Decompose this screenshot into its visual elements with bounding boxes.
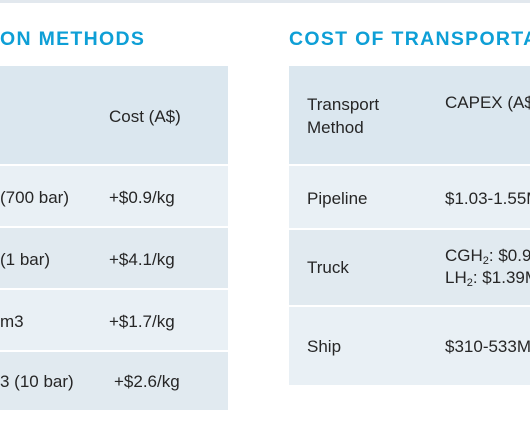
- method-cell: Truck: [307, 258, 349, 277]
- table-header-row: Cost (A$): [0, 66, 228, 164]
- transport-cost-table: Transport Method CAPEX (A$ Pipeline $1.0…: [289, 66, 530, 385]
- section-heading-left: ON METHODS: [0, 28, 146, 50]
- method-cell: 3 (10 bar): [0, 372, 74, 391]
- capex-cell: $1.03-1.55M: [445, 189, 530, 208]
- table-row: (1 bar) +$4.1/kg: [0, 228, 228, 288]
- cost-cell: +$0.9/kg: [109, 188, 175, 207]
- method-cell: (1 bar): [0, 250, 51, 269]
- table-header-row: Transport Method CAPEX (A$: [289, 66, 530, 164]
- top-divider: [0, 0, 530, 3]
- conversion-methods-table: Cost (A$) (700 bar) +$0.9/kg (1 bar) +$4…: [0, 66, 228, 410]
- cost-cell: +$4.1/kg: [109, 250, 175, 269]
- table-row: Ship $310-533M: [289, 307, 530, 385]
- header-capex: CAPEX (A$: [445, 93, 530, 112]
- capex-cell-line1: CGH2: $0.96: [445, 246, 530, 267]
- table-row: Truck CGH2: $0.96 LH2: $1.39M: [289, 230, 530, 305]
- cost-cell: +$2.6/kg: [114, 372, 180, 391]
- table-row: (700 bar) +$0.9/kg: [0, 166, 228, 226]
- header-method: Transport Method: [307, 95, 380, 137]
- method-cell: (700 bar): [0, 188, 69, 207]
- capex-cell-line2: LH2: $1.39M: [445, 268, 530, 289]
- cost-cell: +$1.7/kg: [109, 312, 175, 331]
- table-row: m3 +$1.7/kg: [0, 290, 228, 350]
- header-cost: Cost (A$): [109, 107, 181, 126]
- table-row: Pipeline $1.03-1.55M: [289, 166, 530, 228]
- method-cell: Pipeline: [307, 189, 368, 208]
- section-heading-right: COST OF TRANSPORTA: [289, 28, 530, 50]
- method-cell: Ship: [307, 337, 342, 356]
- table-row: 3 (10 bar) +$2.6/kg: [0, 352, 228, 410]
- capex-cell: $310-533M: [445, 337, 530, 356]
- method-cell: m3: [0, 312, 24, 331]
